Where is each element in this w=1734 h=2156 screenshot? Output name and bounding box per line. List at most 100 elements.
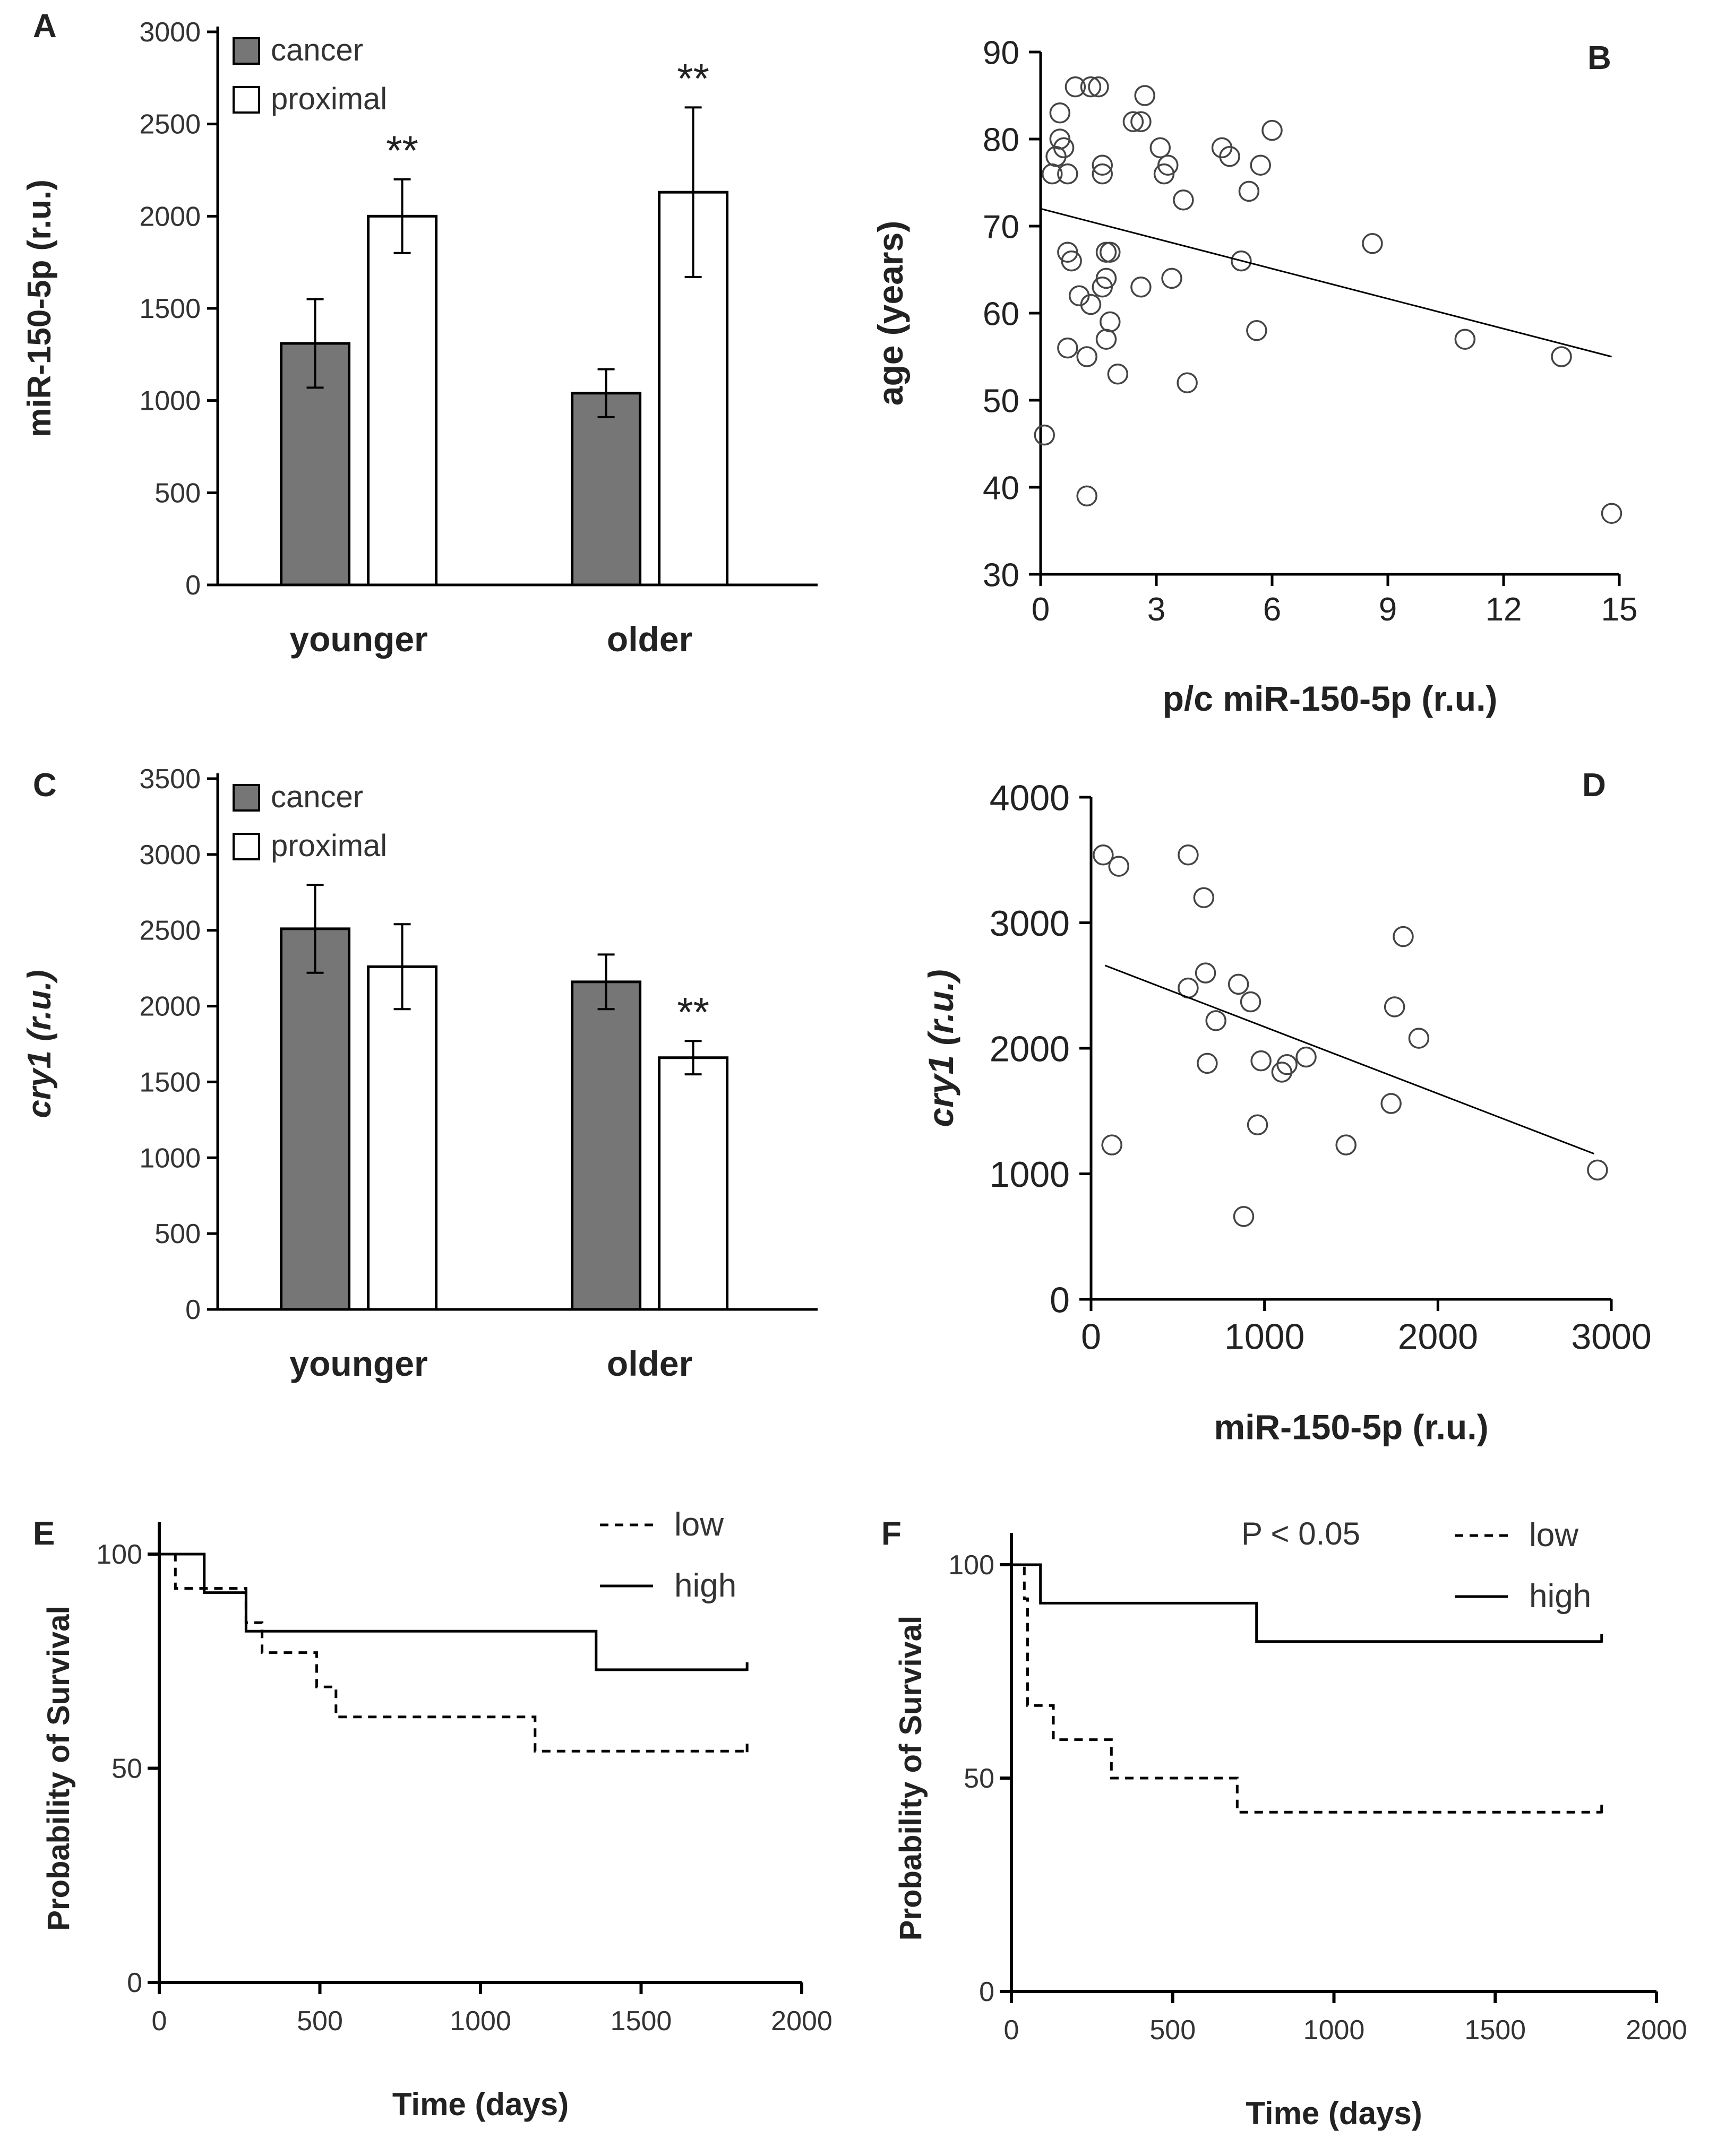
data-point — [1076, 346, 1097, 367]
x-tick-label: 1500 — [1464, 2015, 1526, 2046]
data-point — [1057, 163, 1078, 185]
data-point — [1108, 856, 1130, 877]
y-tick-label: 3000 — [139, 840, 201, 870]
survival-curve-high — [1011, 1563, 1602, 1643]
data-point — [1034, 424, 1055, 446]
y-tick-label: 0 — [127, 1968, 142, 1998]
y-tick-label: 1500 — [139, 294, 201, 324]
data-point — [1061, 250, 1082, 272]
data-point — [1095, 329, 1117, 350]
y-axis-label: Probability of Survival — [894, 1616, 928, 1941]
y-tick-label: 0 — [185, 1295, 201, 1325]
data-point — [1149, 137, 1171, 159]
legend-swatch-proximal — [233, 833, 260, 860]
x-category-label: younger — [289, 619, 427, 659]
legend-label: low — [674, 1506, 724, 1543]
x-tick-label: 1000 — [1224, 1316, 1304, 1357]
panel-C: C 0 500 1000 1500 2000 2500 3000 3500 cry1 (r.u.)… — [21, 764, 818, 1383]
bar-proximal — [658, 1056, 729, 1311]
y-axis-label: Probability of Survival — [41, 1606, 76, 1930]
legend-label: cancer — [271, 780, 363, 814]
panel-A: A 0 500 1000 1500 2000 2500 3000 miR-150-5p (r.u… — [21, 8, 818, 659]
y-tick-label: 50 — [964, 1763, 994, 1794]
data-point — [1362, 233, 1383, 254]
data-point — [1134, 85, 1155, 106]
data-point — [1601, 503, 1623, 524]
y-tick-label: 80 — [983, 122, 1019, 158]
y-axis-label: cry1 (r.u.) — [921, 969, 960, 1127]
p-value: P < 0.05 — [1241, 1516, 1360, 1551]
data-point — [1093, 844, 1114, 866]
data-point — [1092, 154, 1113, 176]
y-tick-label: 70 — [983, 209, 1019, 245]
x-tick-label: 500 — [1149, 2015, 1196, 2046]
data-point — [1276, 1054, 1298, 1075]
y-tick-label: 100 — [96, 1539, 142, 1570]
y-tick-label: 1000 — [990, 1154, 1070, 1195]
panel-label: C — [33, 767, 57, 804]
legend-label: high — [1529, 1578, 1591, 1615]
bar-proximal — [367, 214, 438, 587]
data-point — [1384, 996, 1405, 1017]
data-point — [1092, 163, 1113, 185]
data-point — [1250, 1050, 1272, 1072]
x-tick-label: 1500 — [611, 2006, 672, 2037]
data-point — [1193, 887, 1215, 908]
data-point — [1261, 119, 1283, 141]
data-point — [1076, 485, 1097, 507]
data-point — [1238, 180, 1260, 202]
data-point — [1092, 277, 1113, 298]
y-tick-label: 0 — [1050, 1280, 1070, 1320]
data-point — [1080, 76, 1102, 98]
x-tick-label: 0 — [1032, 591, 1050, 628]
data-point — [1246, 320, 1267, 341]
data-point — [1080, 294, 1102, 315]
data-point — [1380, 1093, 1402, 1114]
survival-curve-low — [1011, 1563, 1602, 1814]
survival-curve-low — [159, 1553, 748, 1753]
legend-label: proximal — [271, 82, 387, 116]
survival-curve-high — [159, 1553, 748, 1671]
x-category-label: older — [607, 619, 692, 659]
x-tick-label: 9 — [1379, 591, 1397, 628]
x-tick-label: 0 — [152, 2006, 167, 2037]
data-point — [1454, 329, 1476, 350]
legend-swatch-cancer — [233, 784, 260, 812]
data-point — [1178, 844, 1199, 866]
y-tick-label: 60 — [983, 296, 1019, 332]
data-point — [1100, 311, 1121, 333]
x-axis-label: Time (days) — [1246, 2095, 1422, 2131]
data-point — [1095, 242, 1117, 263]
data-point — [1130, 277, 1152, 298]
significance-marker: ** — [677, 55, 709, 101]
data-point — [1161, 268, 1182, 289]
data-point — [1240, 991, 1261, 1013]
y-tick-label: 0 — [979, 1977, 994, 2007]
x-tick-label: 3 — [1147, 591, 1165, 628]
y-tick-label: 2000 — [139, 991, 201, 1022]
y-tick-label: 500 — [154, 1219, 201, 1249]
x-tick-label: 2000 — [771, 2006, 832, 2037]
x-tick-label: 0 — [1081, 1316, 1101, 1357]
data-point — [1195, 962, 1216, 984]
y-tick-label: 50 — [983, 383, 1019, 419]
data-point — [1107, 364, 1129, 385]
y-tick-label: 2000 — [139, 201, 201, 232]
y-tick-label: 2500 — [139, 109, 201, 140]
legend-label: cancer — [271, 33, 363, 67]
data-point — [1088, 76, 1109, 98]
data-point — [1227, 973, 1249, 995]
y-tick-label: 1500 — [139, 1067, 201, 1098]
panel-label: B — [1587, 40, 1611, 76]
bar-proximal — [367, 965, 438, 1311]
panel-label: A — [33, 8, 57, 45]
x-tick-label: 0 — [1004, 2015, 1019, 2046]
data-point — [1173, 189, 1194, 211]
y-tick-label: 40 — [983, 470, 1019, 506]
y-tick-label: 50 — [111, 1754, 142, 1784]
data-point — [1042, 163, 1063, 185]
data-point — [1551, 346, 1572, 367]
panel-label: D — [1582, 767, 1606, 804]
